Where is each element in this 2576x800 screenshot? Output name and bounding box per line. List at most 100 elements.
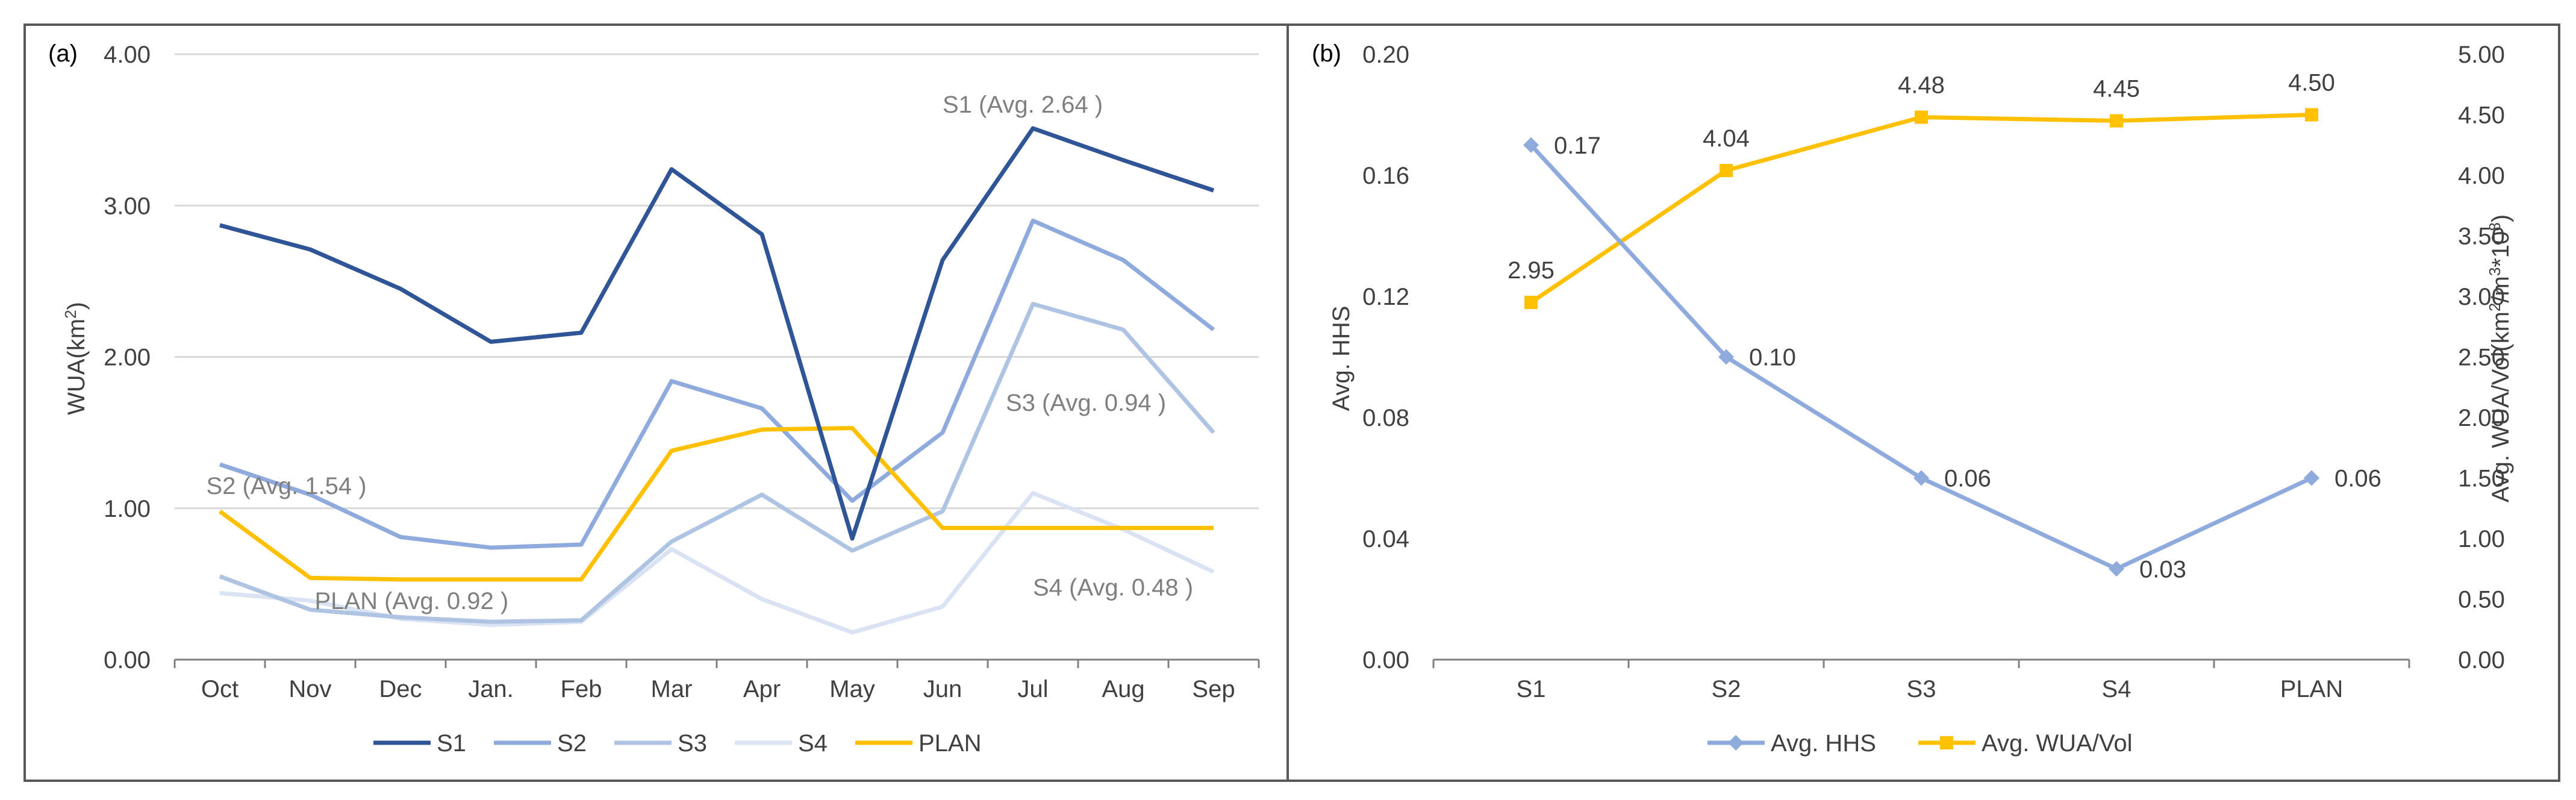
y-tick-label: 1.00 xyxy=(104,496,151,522)
series-line-s2 xyxy=(219,218,1215,550)
left-y-tick-label: 0.00 xyxy=(1362,647,1409,673)
x-tick-label: Jul xyxy=(1017,676,1048,702)
data-label-avg-hhs: 0.10 xyxy=(1749,345,1796,371)
left-y-tick-label: 0.08 xyxy=(1362,405,1409,431)
data-point-avg-hhs xyxy=(1913,470,1929,486)
x-tick-label: S4 xyxy=(2102,676,2132,702)
panel-b-left-y-axis-title: Avg. HHS xyxy=(1328,306,1355,411)
panel-a: (a) 0.00 1.00 2.00 3.00 4.00 Oct Nov Dec Jan. Fe… xyxy=(48,40,1260,757)
left-y-tick-label: 0.12 xyxy=(1362,284,1409,310)
y-tick-label: 3.00 xyxy=(104,193,151,219)
panel-b-legend: Avg. HHS Avg. WUA/Vol xyxy=(1707,730,2132,757)
data-point-avg-wua-vol xyxy=(2305,108,2318,122)
panel-b-x-ticks: S1 S2 S3 S4 PLAN xyxy=(1432,660,2410,702)
panel-a-series xyxy=(218,126,1215,635)
x-tick-label: Apr xyxy=(743,676,781,702)
panel-b-right-title-tail: ) xyxy=(2487,214,2514,222)
panel-b-right-title-sup3: 8 xyxy=(2486,222,2504,231)
y-tick-label: 4.00 xyxy=(104,42,151,68)
x-tick-label: Oct xyxy=(201,676,239,702)
right-y-tick-label: 4.50 xyxy=(2458,102,2505,129)
series-annotation: S2 (Avg. 1.54 ) xyxy=(207,473,367,499)
right-y-tick-label: 0.50 xyxy=(2458,587,2505,613)
x-tick-label: Sep xyxy=(1192,676,1235,702)
panel-b-right-title-sup2: 3 xyxy=(2486,267,2504,276)
right-y-tick-label: 1.50 xyxy=(2458,466,2505,492)
x-tick-label: Nov xyxy=(288,676,331,702)
x-tick-label: Jun xyxy=(923,676,962,702)
panel-a-y-title-tail: ) xyxy=(63,302,90,310)
panel-a-legend: S1 S2 S3 S4 PLAN xyxy=(373,730,982,757)
data-label-avg-wua-vol: 2.95 xyxy=(1508,257,1555,284)
data-point-avg-wua-vol xyxy=(1524,296,1538,310)
left-y-tick-label: 0.04 xyxy=(1362,526,1409,552)
x-tick-label: Dec xyxy=(379,676,422,702)
panel-b-right-title-sup1: 2 xyxy=(2486,303,2504,311)
data-point-avg-wua-vol xyxy=(1720,163,1733,177)
series-annotation: S1 (Avg. 2.64 ) xyxy=(943,92,1103,118)
x-tick-label: Aug xyxy=(1102,676,1144,702)
data-label-avg-wua-vol: 4.50 xyxy=(2288,70,2335,96)
panel-a-label: (a) xyxy=(48,40,78,67)
x-tick-label: Jan. xyxy=(468,676,514,702)
left-y-tick-label: 0.20 xyxy=(1362,42,1409,68)
legend-label-s4: S4 xyxy=(798,730,828,757)
legend-label-s2: S2 xyxy=(557,730,587,757)
panel-b-right-y-axis-title: Avg. WUA/Vol(km2/m3*108) xyxy=(2486,214,2514,502)
legend-label-s1: S1 xyxy=(437,730,466,757)
panel-b-right-y-ticks: 0.00 0.50 1.00 1.50 2.00 2.50 3.00 3.50 4.00 4.50… xyxy=(2458,42,2505,673)
y-tick-label: 0.00 xyxy=(104,647,151,673)
series-line-s3 xyxy=(219,302,1215,624)
x-tick-label: Mar xyxy=(651,676,693,702)
panel-a-annotations: S1 (Avg. 2.64 ) S2 (Avg. 1.54 ) S3 (Avg. 0… xyxy=(207,92,1194,614)
panel-b-right-title-main: Avg. WUA/Vol(km xyxy=(2487,311,2514,502)
legend-marker-avg-hhs xyxy=(1728,735,1744,751)
panel-b-left-y-ticks: 0.00 0.04 0.08 0.12 0.16 0.20 xyxy=(1362,42,1409,673)
data-point-avg-hhs xyxy=(2109,561,2124,577)
data-point-avg-hhs xyxy=(1718,349,1734,365)
left-y-tick-label: 0.16 xyxy=(1362,163,1409,189)
x-tick-label: S3 xyxy=(1907,676,1936,702)
x-tick-label: May xyxy=(829,676,875,702)
right-y-tick-label: 0.00 xyxy=(2458,647,2505,673)
right-y-tick-label: 1.00 xyxy=(2458,526,2505,552)
data-point-avg-hhs xyxy=(1523,137,1539,153)
legend-label-plan: PLAN xyxy=(918,730,982,757)
panel-a-y-title-main: WUA(km xyxy=(63,319,90,415)
series-annotation: S3 (Avg. 0.94 ) xyxy=(1006,390,1166,416)
data-label-avg-hhs: 0.03 xyxy=(2139,556,2186,583)
panel-b-right-title-mid: /m xyxy=(2487,276,2514,302)
x-tick-label: PLAN xyxy=(2280,676,2344,702)
data-label-avg-wua-vol: 4.48 xyxy=(1898,72,1945,99)
right-y-tick-label: 3.00 xyxy=(2458,284,2505,310)
legend-label-s3: S3 xyxy=(678,730,707,757)
data-label-avg-hhs: 0.06 xyxy=(1944,466,1991,492)
panel-b: (b) 0.00 0.04 0.08 0.12 0.16 0.20 0.00 0.50 1.0… xyxy=(1312,40,2514,757)
right-y-tick-label: 2.50 xyxy=(2458,345,2505,371)
legend-label-avg-wua-vol: Avg. WUA/Vol xyxy=(1982,730,2132,757)
panel-a-y-axis-title: WUA(km2) xyxy=(61,302,90,415)
data-label-avg-hhs: 0.06 xyxy=(2334,466,2381,492)
panel-b-series xyxy=(1523,108,2319,577)
data-label-avg-wua-vol: 4.04 xyxy=(1703,125,1750,152)
series-line-avg-hhs xyxy=(1529,143,2313,572)
y-tick-label: 2.00 xyxy=(104,345,151,371)
series-annotation: PLAN (Avg. 0.92 ) xyxy=(315,588,509,614)
data-point-avg-hhs xyxy=(2304,470,2319,486)
panel-b-label: (b) xyxy=(1312,40,1341,67)
series-annotation: S4 (Avg. 0.48 ) xyxy=(1033,574,1193,601)
right-y-tick-label: 2.00 xyxy=(2458,405,2505,431)
data-label-avg-hhs: 0.17 xyxy=(1554,133,1601,159)
panel-a-x-ticks: Oct Nov Dec Jan. Feb Mar Apr May Jun Jul Aug Sep xyxy=(173,660,1260,702)
legend-marker-avg-wua-vol xyxy=(1940,736,1953,749)
data-label-avg-wua-vol: 4.45 xyxy=(2093,76,2140,102)
x-tick-label: S2 xyxy=(1712,676,1741,702)
right-y-tick-label: 4.00 xyxy=(2458,163,2505,189)
legend-label-avg-hhs: Avg. HHS xyxy=(1771,730,1876,757)
panel-a-gridlines xyxy=(175,53,1259,510)
series-line-plan xyxy=(218,426,1214,582)
panel-b-right-title-mid2: *10 xyxy=(2487,231,2514,267)
data-point-avg-wua-vol xyxy=(2110,114,2123,128)
panel-a-y-ticks: 0.00 1.00 2.00 3.00 4.00 xyxy=(104,42,151,673)
